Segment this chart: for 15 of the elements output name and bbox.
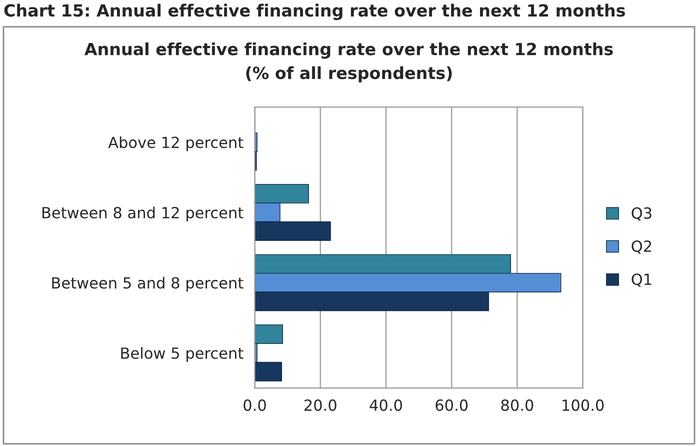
legend-label: Q3 <box>632 207 652 221</box>
x-tick-label: 60.0 <box>436 399 468 411</box>
x-tick-label: 100.0 <box>562 399 604 411</box>
legend-label: Q2 <box>632 240 652 254</box>
y-tick-label: Between 8 and 12 percent <box>42 206 244 222</box>
x-tick-label: 80.0 <box>501 399 534 411</box>
caption: Chart 15: Annual effective financing rate over the next 12 months <box>4 4 625 20</box>
chart-title: Annual effective financing rate over the next 12 months (% of all respondents) <box>84 42 613 82</box>
x-tick-label: 40.0 <box>370 399 402 411</box>
y-tick-label: Below 5 percent <box>121 347 244 362</box>
y-tick-label: Above 12 percent <box>108 136 244 152</box>
y-tick-label: Between 5 and 8 percent <box>52 276 244 292</box>
x-tick-label: 20.0 <box>304 399 336 411</box>
legend-label: Q1 <box>632 274 652 287</box>
x-tick-label: 0.0 <box>244 399 266 411</box>
